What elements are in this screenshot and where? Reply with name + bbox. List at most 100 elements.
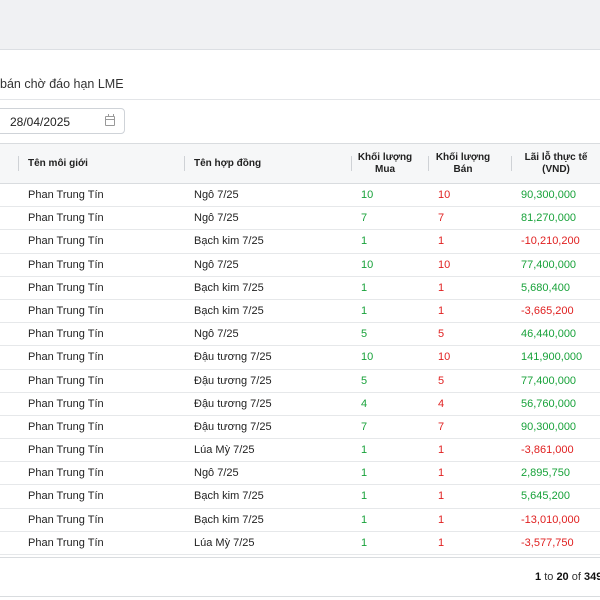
column-separator	[351, 156, 352, 171]
table-header: Tên môi giới Tên hợp đồng Khối lượng Mua…	[0, 143, 600, 184]
sell-volume-cell: 10	[438, 258, 451, 271]
calendar-icon[interactable]	[105, 114, 115, 126]
broker-cell: Phan Trung Tín	[28, 536, 104, 549]
table-row[interactable]: Phan Trung Tín Ngô 7/25 10 10 90,300,000	[0, 184, 600, 208]
table-row[interactable]: Phan Trung Tín Lúa Mỳ 7/25 1 1 -3,861,000	[0, 439, 600, 463]
table-row[interactable]: Phan Trung Tín Ngô 7/25 1 1 2,895,750	[0, 462, 600, 486]
broker-cell: Phan Trung Tín	[28, 513, 104, 526]
broker-cell: Phan Trung Tín	[28, 189, 104, 201]
header-sell-line2: Bán	[453, 163, 473, 175]
table-row[interactable]: Phan Trung Tín Bạch kim 7/25 1 1 -3,665,200	[0, 300, 600, 324]
contract-cell: Bạch kim 7/25	[194, 235, 264, 248]
broker-cell: Phan Trung Tín	[28, 444, 104, 457]
sell-volume-cell: 10	[438, 189, 451, 201]
header-realized-pnl[interactable]: Lãi lỗ thực tế (VND)	[512, 144, 600, 183]
contract-cell: Ngô 7/25	[194, 189, 239, 201]
date-picker-input[interactable]: › 28/04/2025	[0, 108, 125, 134]
contract-cell: Đậu tương 7/25	[194, 420, 272, 433]
page-to: 20	[556, 571, 569, 583]
buy-volume-cell: 10	[361, 351, 374, 364]
table-row[interactable]: Phan Trung Tín Ngô 7/25 10 10 77,400,000	[0, 254, 600, 277]
table-row[interactable]: Phan Trung Tín Đậu tương 7/25 7 7 90,300,000	[0, 416, 600, 440]
broker-cell: Phan Trung Tín	[28, 374, 104, 387]
buy-volume-cell: 7	[361, 212, 368, 225]
realized-pnl-cell: 5,645,200	[521, 490, 570, 503]
contract-cell: Bạch kim 7/25	[194, 304, 264, 317]
table-row[interactable]: Phan Trung Tín Đậu tương 7/25 4 4 56,760,000	[0, 393, 600, 416]
buy-volume-cell: 1	[361, 467, 368, 480]
sell-volume-cell: 7	[438, 420, 445, 433]
buy-volume-cell: 5	[361, 374, 368, 387]
realized-pnl-cell: 56,760,000	[521, 397, 577, 410]
realized-pnl-cell: 81,270,000	[521, 212, 577, 225]
sell-volume-cell: 1	[438, 281, 445, 294]
header-sell-line1: Khối lượng	[435, 151, 491, 163]
sell-volume-cell: 4	[438, 397, 445, 410]
header-broker[interactable]: Tên môi giới	[28, 158, 88, 169]
broker-cell: Phan Trung Tín	[28, 258, 104, 271]
realized-pnl-cell: 46,440,000	[521, 328, 577, 341]
contract-cell: Ngô 7/25	[194, 258, 239, 271]
table-body: Phan Trung Tín Ngô 7/25 10 10 90,300,000 Phan…	[0, 184, 600, 555]
broker-cell: Phan Trung Tín	[28, 420, 104, 433]
bottom-divider	[0, 596, 600, 597]
header-pnl-line1: Lãi lỗ thực tế	[524, 151, 588, 163]
realized-pnl-cell: -13,010,000	[521, 513, 580, 526]
realized-pnl-cell: 2,895,750	[521, 467, 570, 480]
pagination-summary: 1 to 20 of 349	[535, 571, 600, 583]
realized-pnl-cell: 141,900,000	[521, 351, 583, 364]
contract-cell: Bạch kim 7/25	[194, 513, 264, 526]
table-row[interactable]: Phan Trung Tín Bạch kim 7/25 1 1 5,680,400	[0, 277, 600, 300]
buy-volume-cell: 1	[361, 490, 368, 503]
contract-cell: Ngô 7/25	[194, 328, 239, 341]
column-separator	[184, 156, 185, 171]
header-sell-volume[interactable]: Khối lượng Bán	[430, 144, 496, 183]
table-row[interactable]: Phan Trung Tín Ngô 7/25 7 7 81,270,000	[0, 207, 600, 231]
table-row[interactable]: Phan Trung Tín Đậu tương 7/25 5 5 77,400,000	[0, 370, 600, 393]
column-separator	[18, 156, 19, 171]
date-value: 28/04/2025	[10, 115, 71, 129]
realized-pnl-cell: 77,400,000	[521, 258, 577, 271]
table-row[interactable]: Phan Trung Tín Đậu tương 7/25 10 10 141,900,…	[0, 346, 600, 370]
header-buy-line1: Khối lượng	[357, 151, 413, 163]
maturity-table: Tên môi giới Tên hợp đồng Khối lượng Mua…	[0, 143, 600, 555]
realized-pnl-cell: -10,210,200	[521, 235, 580, 248]
sell-volume-cell: 1	[438, 235, 445, 248]
buy-volume-cell: 4	[361, 397, 368, 410]
realized-pnl-cell: 5,680,400	[521, 281, 570, 294]
buy-volume-cell: 1	[361, 513, 368, 526]
table-row[interactable]: Phan Trung Tín Bạch kim 7/25 1 1 5,645,200	[0, 485, 600, 509]
sell-volume-cell: 10	[438, 351, 451, 364]
realized-pnl-cell: -3,665,200	[521, 304, 574, 317]
broker-cell: Phan Trung Tín	[28, 351, 104, 364]
broker-cell: Phan Trung Tín	[28, 467, 104, 480]
table-row[interactable]: Phan Trung Tín Bạch kim 7/25 1 1 -10,210,200	[0, 230, 600, 254]
buy-volume-cell: 10	[361, 258, 374, 271]
header-pnl-line2: (VND)	[542, 163, 570, 175]
buy-volume-cell: 1	[361, 235, 368, 248]
table-row[interactable]: Phan Trung Tín Lúa Mỳ 7/25 1 1 -3,577,750	[0, 532, 600, 555]
table-row[interactable]: Phan Trung Tín Bạch kim 7/25 1 1 -13,010,000	[0, 509, 600, 532]
page-to-word: to	[544, 571, 554, 583]
header-buy-volume[interactable]: Khối lượng Mua	[352, 144, 418, 183]
footer-divider	[0, 557, 600, 558]
sell-volume-cell: 1	[438, 304, 445, 317]
broker-cell: Phan Trung Tín	[28, 212, 104, 225]
realized-pnl-cell: 90,300,000	[521, 420, 577, 433]
sell-volume-cell: 7	[438, 212, 445, 225]
page-total: 349	[584, 571, 600, 583]
contract-cell: Lúa Mỳ 7/25	[194, 536, 255, 549]
column-separator	[511, 156, 512, 171]
contract-cell: Ngô 7/25	[194, 467, 239, 480]
header-contract[interactable]: Tên hợp đồng	[194, 158, 262, 169]
broker-cell: Phan Trung Tín	[28, 281, 104, 294]
column-separator	[428, 156, 429, 171]
broker-cell: Phan Trung Tín	[28, 304, 104, 317]
sell-volume-cell: 1	[438, 444, 445, 457]
buy-volume-cell: 1	[361, 444, 368, 457]
page-title: bán chờ đáo hạn LME	[0, 77, 124, 91]
page-of-word: of	[571, 571, 581, 583]
table-row[interactable]: Phan Trung Tín Ngô 7/25 5 5 46,440,000	[0, 323, 600, 347]
buy-volume-cell: 10	[361, 189, 374, 201]
buy-volume-cell: 5	[361, 328, 368, 341]
